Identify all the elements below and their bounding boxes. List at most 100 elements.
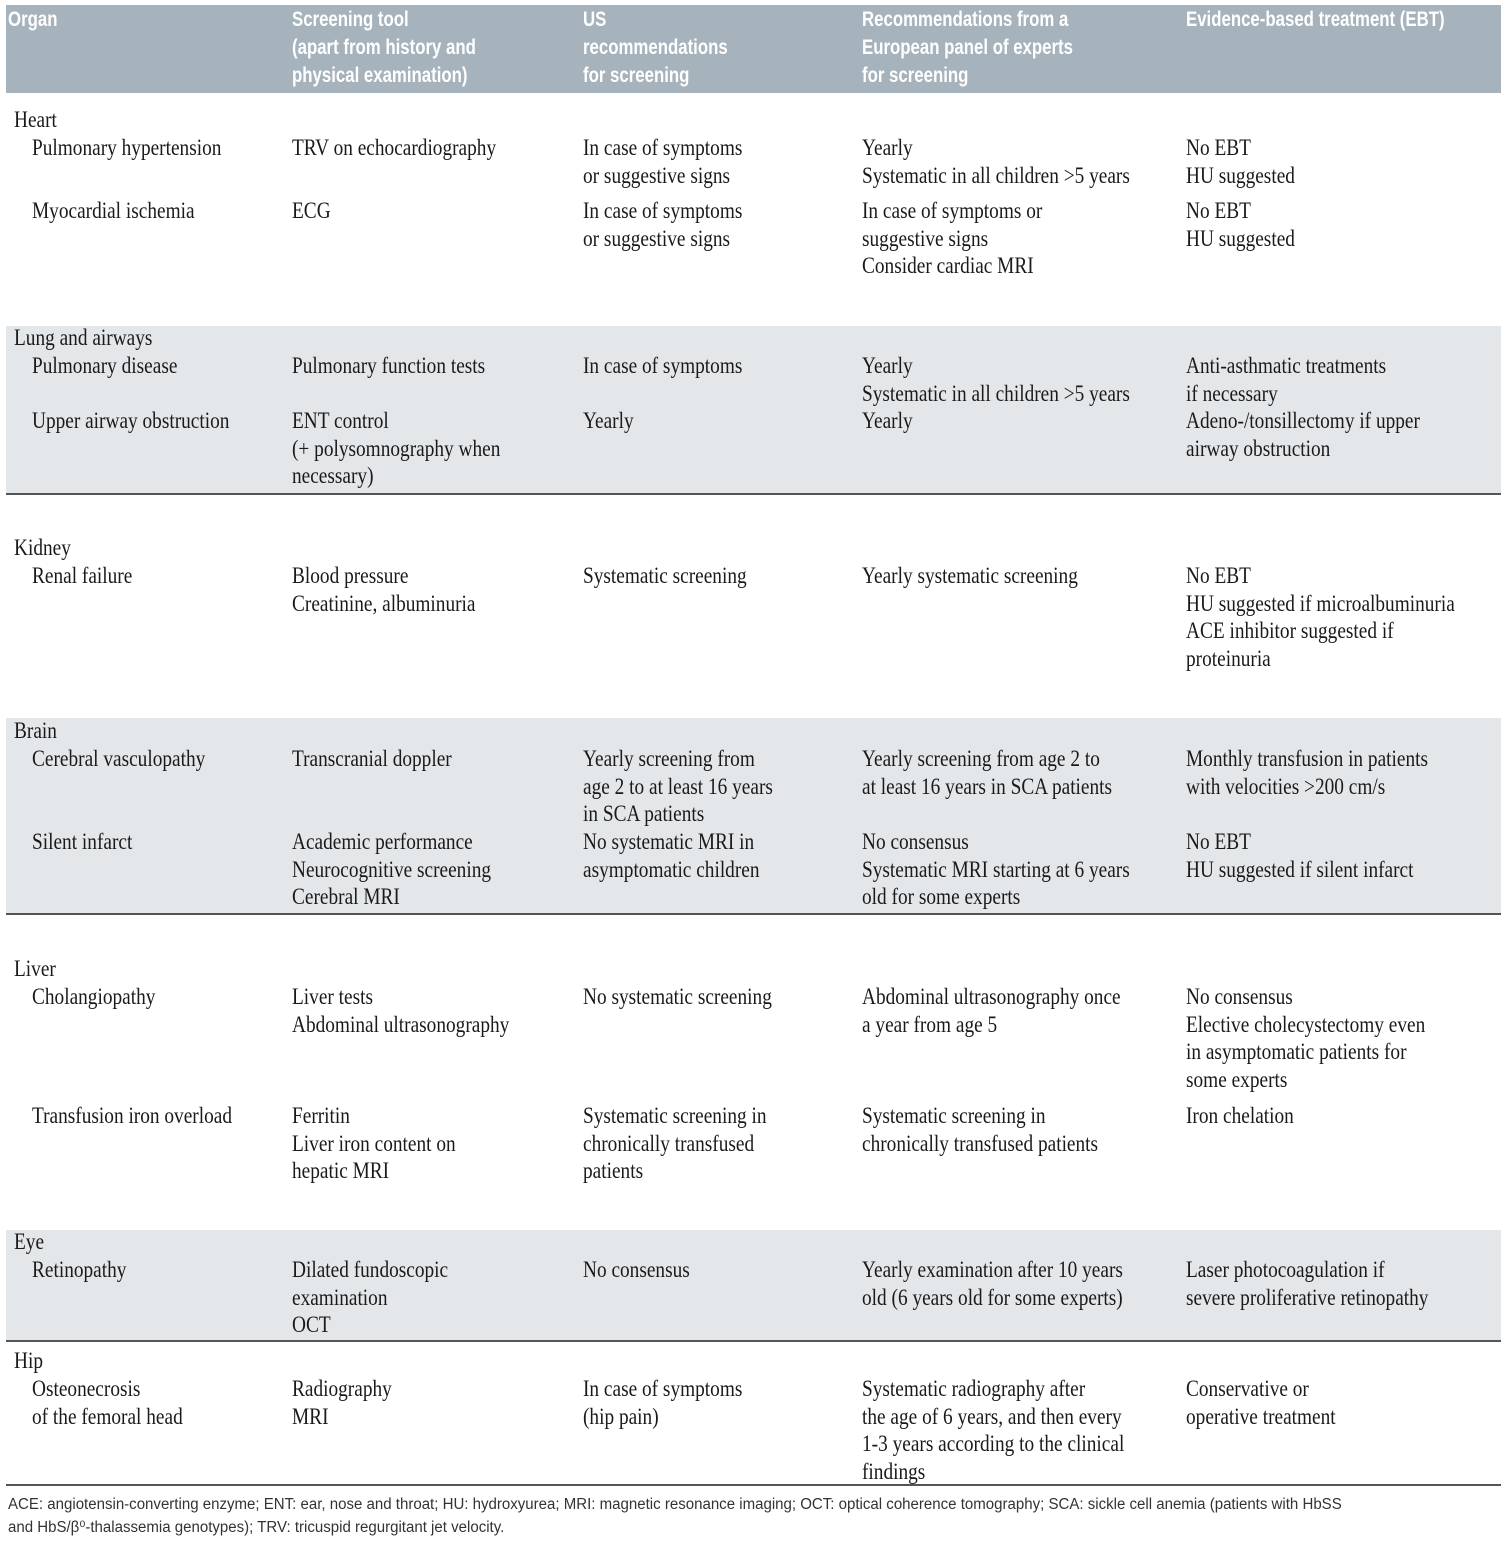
table-cell: Yearly screening from age 2 to <box>862 746 1100 771</box>
table-cell: (+ polysomnography when <box>292 435 501 461</box>
table-cell: at least 16 years in SCA patients <box>862 773 1113 799</box>
table-cell: Laser photocoagulation if <box>1186 1257 1385 1282</box>
table-cell: ECG <box>292 198 331 223</box>
table-cell: ACE inhibitor suggested if <box>1186 618 1394 644</box>
table-cell: Yearly <box>862 408 913 433</box>
table-cell: In case of symptoms <box>583 353 743 378</box>
table-cell: No consensus <box>1186 984 1293 1009</box>
table-cell: proteinuria <box>1186 646 1271 672</box>
table-cell: Liver tests <box>292 984 374 1009</box>
table-cell: severe proliferative retinopathy <box>1186 1284 1429 1310</box>
table-cell: operative treatment <box>1186 1403 1336 1429</box>
table-cell: if necessary <box>1186 380 1278 406</box>
table-cell: MRI <box>292 1403 329 1429</box>
table-cell: Blood pressure <box>292 563 409 588</box>
section-band <box>6 718 1501 913</box>
table-cell: OCT <box>292 1312 331 1338</box>
table-cell: Systematic MRI starting at 6 years <box>862 856 1130 882</box>
row-label: Osteonecrosis <box>32 1376 141 1401</box>
table-cell: in SCA patients <box>583 801 705 827</box>
table-cell: Systematic screening in <box>862 1103 1046 1128</box>
table-cell: In case of symptoms <box>583 135 743 160</box>
table-cell: necessary) <box>292 463 374 489</box>
table-cell: In case of symptoms <box>583 1376 743 1401</box>
footnote: and HbS/β⁰-thalassemia genotypes); TRV: … <box>8 1519 505 1536</box>
organ-label: Eye <box>14 1229 45 1254</box>
table-cell: Systematic screening in <box>583 1103 767 1128</box>
table-cell: old for some experts <box>862 884 1021 910</box>
table-cell: airway obstruction <box>1186 435 1331 461</box>
table-cell: Adeno-/tonsillectomy if upper <box>1186 408 1420 433</box>
row-label: Upper airway obstruction <box>32 408 230 433</box>
table-cell: Iron chelation <box>1186 1103 1294 1128</box>
table-cell: Transcranial doppler <box>292 746 452 771</box>
table-cell: Systematic screening <box>583 563 747 588</box>
header-cell: Evidence-based treatment (EBT) <box>1186 8 1445 31</box>
table-cell: No systematic MRI in <box>583 829 755 854</box>
table-cell: Creatinine, albuminuria <box>292 590 476 616</box>
table-cell: suggestive signs <box>862 225 989 251</box>
table-cell: with velocities >200 cm/s <box>1186 773 1386 799</box>
footnote: ACE: angiotensin-converting enzyme; ENT:… <box>8 1496 1342 1513</box>
table-cell: the age of 6 years, and then every <box>862 1403 1122 1429</box>
table-cell: findings <box>862 1459 926 1485</box>
organ-label: Kidney <box>14 535 71 560</box>
header-cell: physical examination) <box>292 64 468 87</box>
table-cell: Liver iron content on <box>292 1130 456 1156</box>
table-cell: Yearly <box>862 135 913 160</box>
table-cell: Ferritin <box>292 1103 350 1128</box>
header-cell: for screening <box>862 64 969 87</box>
table-cell: Conservative or <box>1186 1376 1309 1401</box>
row-label: Pulmonary disease <box>32 353 178 378</box>
table-cell: Abdominal ultrasonography <box>292 1011 510 1037</box>
row-label: Cholangiopathy <box>32 984 156 1009</box>
table-cell: No EBT <box>1186 829 1251 854</box>
table-cell: HU suggested if microalbuminuria <box>1186 590 1455 616</box>
section-rule <box>6 493 1501 495</box>
table-cell: Consider cardiac MRI <box>862 253 1034 279</box>
row-label: Myocardial ischemia <box>32 198 195 223</box>
header-cell: Screening tool <box>292 8 409 31</box>
table-cell: Systematic in all children >5 years <box>862 162 1130 188</box>
table-cell: hepatic MRI <box>292 1158 390 1184</box>
header-cell: Recommendations from a <box>862 8 1069 31</box>
row-label: Transfusion iron overload <box>32 1103 232 1128</box>
table-cell: No consensus <box>583 1257 690 1282</box>
table-cell: Radiography <box>292 1376 392 1401</box>
organ-label: Liver <box>14 956 56 981</box>
table-cell: patients <box>583 1158 644 1184</box>
table-cell: 1-3 years according to the clinical <box>862 1431 1125 1457</box>
table-cell: Dilated fundoscopic <box>292 1257 449 1282</box>
section-rule <box>6 1484 1501 1486</box>
table-cell: No systematic screening <box>583 984 772 1009</box>
table-cell: Elective cholecystectomy even <box>1186 1011 1426 1037</box>
section-band <box>6 1230 1501 1340</box>
table-cell: TRV on echocardiography <box>292 135 497 160</box>
table-cell: No EBT <box>1186 563 1251 588</box>
section-rule <box>6 913 1501 915</box>
table-cell: Yearly <box>862 353 913 378</box>
table-cell: Yearly <box>583 408 634 433</box>
organ-label: Heart <box>14 107 57 132</box>
header-band <box>6 5 1501 93</box>
table-cell: a year from age 5 <box>862 1011 998 1037</box>
header-cell: for screening <box>583 64 690 87</box>
section-rule <box>6 1340 1501 1342</box>
header-cell: recommendations <box>583 36 728 59</box>
table-cell: No EBT <box>1186 135 1251 160</box>
header-cell: Organ <box>8 8 58 31</box>
row-label: Pulmonary hypertension <box>32 135 222 160</box>
table-cell: Yearly examination after 10 years <box>862 1257 1123 1282</box>
table-cell: (hip pain) <box>583 1403 659 1429</box>
table-cell: in asymptomatic patients for <box>1186 1039 1407 1065</box>
table-cell: or suggestive signs <box>583 162 731 188</box>
table-cell: In case of symptoms <box>583 198 743 223</box>
row-label: Cerebral vasculopathy <box>32 746 206 771</box>
table-cell: Abdominal ultrasonography once <box>862 984 1121 1009</box>
header-cell: US <box>583 8 607 31</box>
row-label: Renal failure <box>32 563 133 588</box>
table-cell: Cerebral MRI <box>292 884 400 910</box>
table-cell: old (6 years old for some experts) <box>862 1284 1123 1310</box>
organ-label: Hip <box>14 1348 43 1373</box>
table-cell: Monthly transfusion in patients <box>1186 746 1429 771</box>
